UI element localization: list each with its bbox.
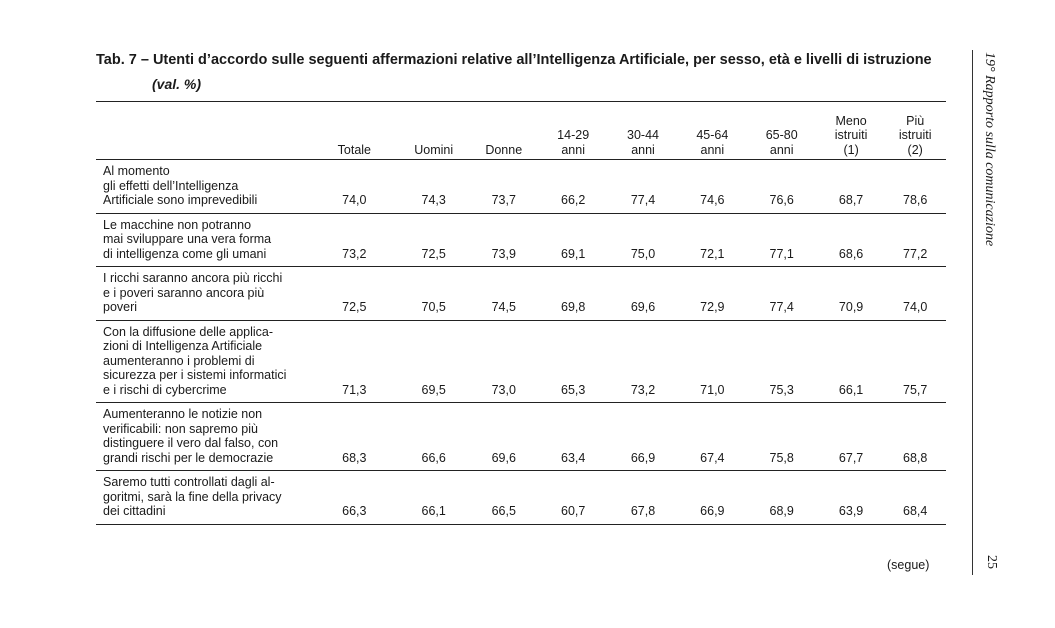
running-header: 19° Rapporto sulla comunicazione <box>982 52 997 247</box>
value-cell: 68,8 <box>903 450 928 465</box>
value-cell: 75,8 <box>769 450 794 465</box>
value-cell: 66,3 <box>342 504 367 518</box>
value-cell: 66,5 <box>491 504 516 518</box>
value-cell: 69,6 <box>491 450 516 465</box>
value-cell: 68,9 <box>769 504 794 518</box>
value-cell: 77,4 <box>769 300 794 314</box>
value-cell: 74,0 <box>342 193 367 207</box>
header-cell-empty <box>96 102 309 160</box>
table-row: I ricchi saranno ancora più ricchi e i po… <box>96 267 946 320</box>
value-cell: 70,9 <box>838 300 864 314</box>
header-cell: 65-80 anni <box>765 128 798 157</box>
header-cell: 45-64 anni <box>696 128 729 157</box>
value-cell: 60,7 <box>561 504 586 518</box>
margin-rule <box>972 50 973 575</box>
value-cell: 77,2 <box>903 246 928 261</box>
value-cell: 69,1 <box>561 246 586 261</box>
value-cell: 72,1 <box>700 246 725 261</box>
value-cell: 76,6 <box>769 193 794 207</box>
header-cell: Donne <box>485 142 523 157</box>
value-cell: 74,3 <box>421 193 446 207</box>
table-row: Le macchine non potranno mai sviluppare u… <box>96 213 946 267</box>
value-cell: 69,8 <box>561 300 586 314</box>
table-row: Con la diffusione delle applica-zioni di… <box>96 320 946 403</box>
value-cell: 73,9 <box>491 246 516 261</box>
value-cell: 66,6 <box>421 450 446 465</box>
header-cell: Più istruiti (2) <box>898 113 932 157</box>
row-label: Saremo tutti controllati dagli al-goritm… <box>103 475 282 518</box>
value-cell: 63,4 <box>561 450 586 465</box>
header-row: Totale Uomini Donne 14-29 anni 30-44 anni … <box>96 101 946 160</box>
value-cell: 66,9 <box>630 450 656 465</box>
value-cell: 75,7 <box>903 382 928 397</box>
table-title: Tab. 7 – Utenti d’accordo sulle seguenti… <box>96 52 932 68</box>
value-cell: 69,6 <box>630 300 656 314</box>
page-number: 25 <box>984 555 999 569</box>
value-cell: 78,6 <box>903 193 928 207</box>
value-cell: 71,3 <box>342 382 367 397</box>
value-cell: 65,3 <box>561 382 586 397</box>
row-label: Le macchine non potranno mai sviluppare u… <box>103 217 272 261</box>
value-cell: 73,7 <box>491 193 516 207</box>
value-cell: 74,0 <box>903 300 928 314</box>
value-cell: 67,7 <box>838 450 864 465</box>
value-cell: 75,3 <box>769 382 794 397</box>
row-label: Aumenteranno le notizie non verificabili:… <box>103 407 279 465</box>
value-cell: 73,2 <box>630 382 656 397</box>
value-cell: 77,4 <box>630 193 656 207</box>
value-cell: 72,5 <box>421 246 446 261</box>
value-cell: 73,2 <box>342 246 367 261</box>
header-cell: 30-44 anni <box>627 128 659 157</box>
header-cell: 14-29 anni <box>557 128 590 157</box>
value-cell: 70,5 <box>421 300 446 314</box>
header-cell: Uomini <box>414 142 454 157</box>
header-cell: Totale <box>337 142 372 157</box>
row-label: Con la diffusione delle applica-zioni di… <box>103 324 287 397</box>
header-cell: Meno istruiti (1) <box>834 113 868 157</box>
value-cell: 68,7 <box>838 193 864 207</box>
row-label: I ricchi saranno ancora più ricchi e i po… <box>103 271 283 314</box>
value-cell: 75,0 <box>630 246 656 261</box>
value-cell: 67,4 <box>700 450 725 465</box>
value-cell: 68,6 <box>838 246 864 261</box>
table-row: Al momento gli effetti dell’Intelligenza A… <box>96 160 946 213</box>
table-subtitle: (val. %) <box>152 76 202 92</box>
value-cell: 74,5 <box>491 300 516 314</box>
continuation-note: (segue) <box>887 558 930 572</box>
value-cell: 74,6 <box>700 193 725 207</box>
value-cell: 66,9 <box>700 504 725 518</box>
value-cell: 67,8 <box>630 504 656 518</box>
value-cell: 66,1 <box>838 382 864 397</box>
value-cell: 71,0 <box>700 382 725 397</box>
value-cell: 69,5 <box>421 382 446 397</box>
row-label: Al momento gli effetti dell’Intelligenza A… <box>103 164 258 207</box>
table-row: Saremo tutti controllati dagli al-goritm… <box>96 471 946 524</box>
value-cell: 72,9 <box>700 300 725 314</box>
data-table: Totale Uomini Donne 14-29 anni 30-44 anni … <box>96 101 946 525</box>
value-cell: 63,9 <box>838 504 864 518</box>
value-cell: 66,2 <box>561 193 586 207</box>
value-cell: 68,4 <box>903 504 928 518</box>
value-cell: 72,5 <box>342 300 367 314</box>
table-row: Aumenteranno le notizie non verificabili:… <box>96 403 946 471</box>
value-cell: 77,1 <box>769 246 794 261</box>
value-cell: 66,1 <box>421 504 446 518</box>
value-cell: 68,3 <box>342 450 367 465</box>
value-cell: 73,0 <box>491 382 516 397</box>
